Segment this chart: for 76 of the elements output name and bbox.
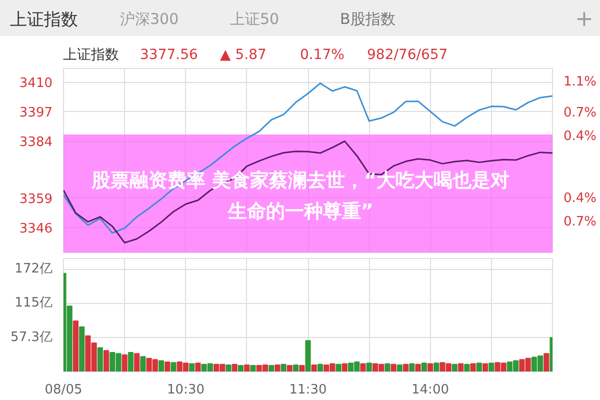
- text: 上证指数: [63, 46, 119, 65]
- bar: [122, 354, 128, 372]
- y2-tick-label: 0.7%: [564, 105, 597, 120]
- text: B股指数: [340, 9, 396, 30]
- bar: [292, 364, 299, 372]
- y-tick-label: 172亿: [14, 262, 53, 277]
- x-tick-label: 08/05: [44, 382, 82, 398]
- text: 982/76/657: [367, 46, 448, 65]
- bar: [244, 364, 250, 372]
- bar: [286, 365, 292, 372]
- bar: [384, 363, 390, 372]
- bar: [238, 365, 244, 372]
- bar: [403, 364, 409, 372]
- x-tick-label: 11:30: [289, 382, 327, 398]
- bar: [415, 364, 421, 372]
- bar: [140, 356, 146, 372]
- bar: [458, 363, 464, 372]
- text: +: [575, 6, 594, 34]
- y-tick-label: 3410: [19, 76, 53, 92]
- bar: [189, 363, 195, 372]
- bar: [164, 361, 170, 372]
- bar: [280, 364, 286, 372]
- text: 上证50: [230, 9, 280, 30]
- bar: [476, 362, 482, 372]
- x-tick-label: 14:00: [412, 382, 449, 398]
- y-tick-label: 3384: [19, 135, 53, 150]
- y-tick-label: 57.3亿: [10, 330, 53, 345]
- bar: [470, 363, 476, 372]
- bar: [342, 363, 348, 372]
- bar: [427, 363, 434, 372]
- text: 0.17%: [300, 46, 344, 65]
- bar: [79, 326, 85, 372]
- bar: [250, 365, 256, 372]
- bar: [366, 362, 372, 372]
- x-tick-label: 10:30: [167, 382, 204, 398]
- bar: [170, 362, 176, 372]
- y2-tick-label: 0.4%: [564, 191, 597, 206]
- bar: [232, 364, 238, 372]
- bar: [97, 347, 103, 372]
- y-tick-label: 3346: [19, 222, 53, 237]
- bar: [396, 364, 402, 372]
- bar: [544, 353, 550, 372]
- y-tick-label: 3397: [19, 106, 53, 121]
- bar: [268, 365, 274, 372]
- bar: [195, 362, 201, 372]
- bar: [299, 365, 305, 372]
- bar: [274, 364, 280, 372]
- bar: [390, 364, 396, 372]
- bar: [305, 340, 311, 372]
- bar: [128, 352, 134, 372]
- bar: [464, 364, 470, 372]
- bar: [434, 362, 440, 372]
- bar: [134, 353, 140, 372]
- text: 沪深300: [120, 9, 179, 30]
- bar: [103, 350, 110, 372]
- bar: [336, 364, 342, 372]
- text: 上证指数: [10, 9, 78, 32]
- y2-tick-label: 0.4%: [564, 128, 597, 144]
- bar: [409, 363, 415, 372]
- bar: [488, 362, 494, 372]
- bar: [72, 320, 79, 372]
- bar: [360, 363, 366, 372]
- bar: [158, 360, 164, 372]
- y2-tick-label: 1.1%: [564, 74, 597, 90]
- text: ▲ 5.87: [220, 46, 266, 65]
- y-tick-label: 3359: [19, 192, 53, 207]
- text: 3377.56: [140, 46, 198, 65]
- y-tick-label: 115亿: [14, 296, 53, 311]
- y2-tick-label: 0.7%: [564, 214, 597, 230]
- bar: [452, 364, 458, 372]
- bar: [317, 364, 324, 372]
- bar: [421, 362, 427, 372]
- bar: [482, 363, 488, 372]
- bar: [226, 364, 232, 372]
- line-series: [64, 82, 552, 234]
- bar: [311, 364, 317, 372]
